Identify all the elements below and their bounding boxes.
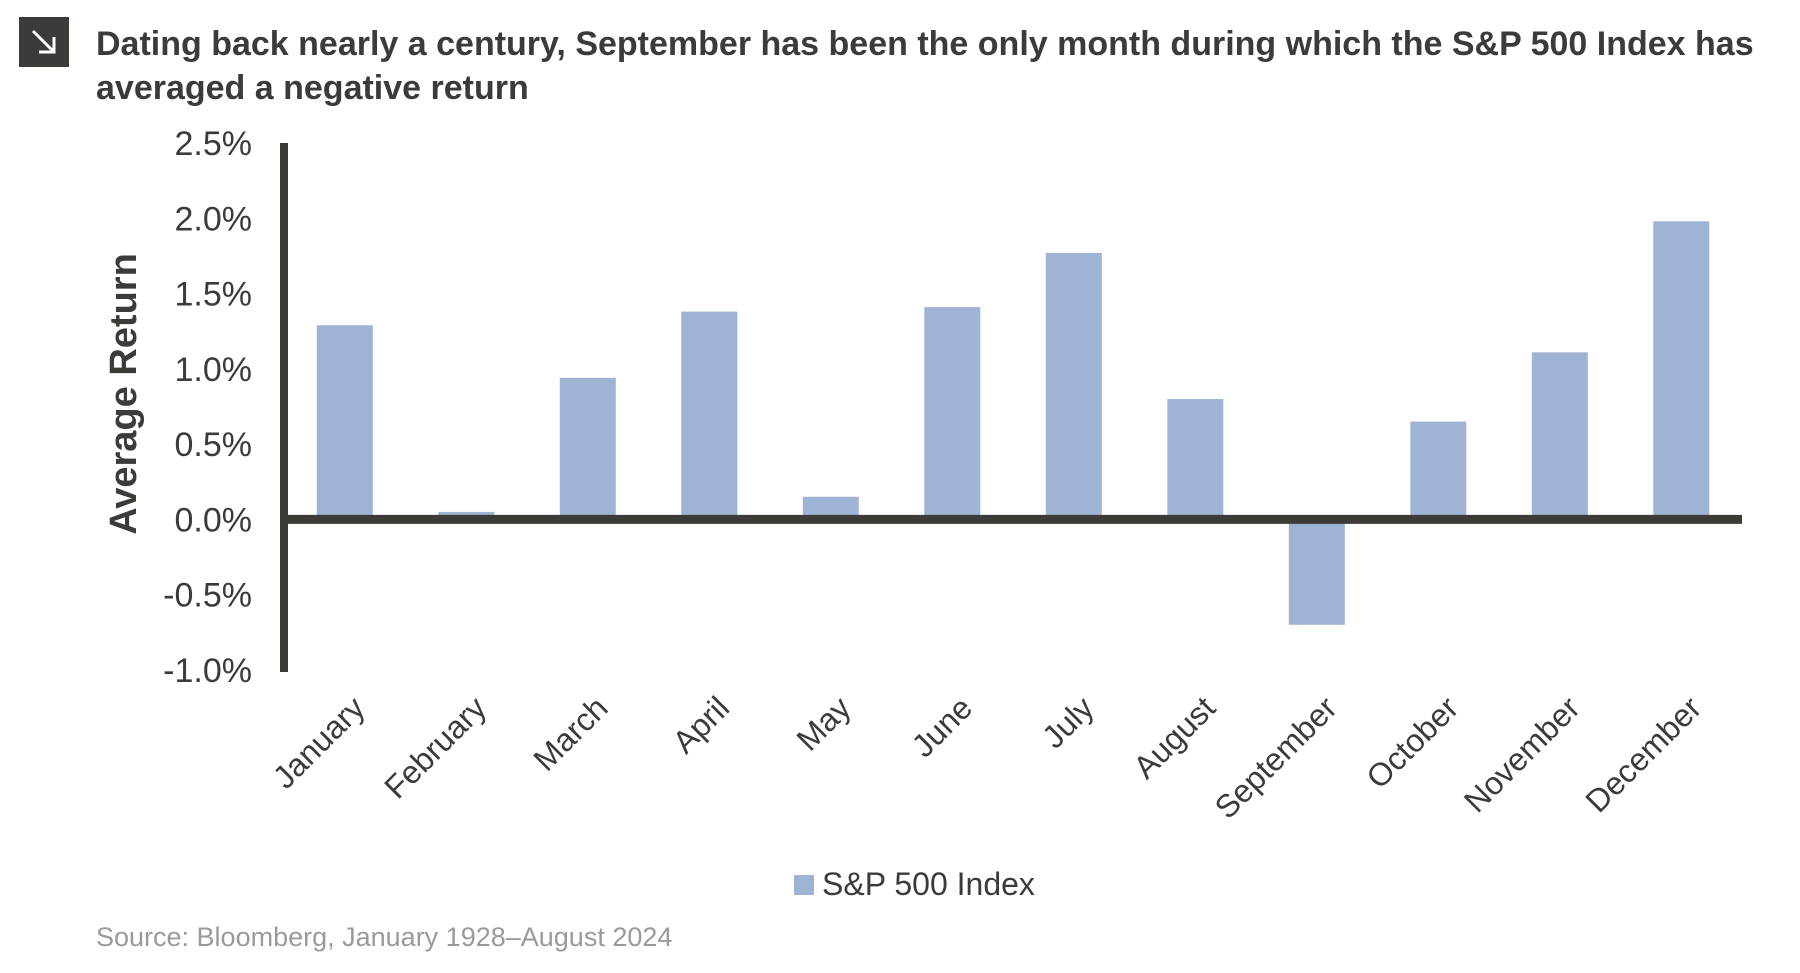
x-tick-label: February xyxy=(377,689,493,805)
arrow-down-right-icon xyxy=(19,17,69,67)
y-tick-label: 2.5% xyxy=(175,125,253,163)
bar-december xyxy=(1653,221,1710,520)
y-tick-label: 1.0% xyxy=(175,351,253,389)
y-tick-label: -1.0% xyxy=(163,652,252,690)
bar-may xyxy=(802,496,859,520)
x-tick-label: June xyxy=(905,689,980,764)
bar-july xyxy=(1045,252,1102,520)
x-tick-label: November xyxy=(1457,689,1587,819)
bar-june xyxy=(924,307,981,520)
x-tick-label: September xyxy=(1208,689,1344,825)
bar-september xyxy=(1288,519,1345,625)
y-tick-label: -0.5% xyxy=(163,577,252,615)
y-axis-title: Average Return xyxy=(103,253,145,535)
x-tick-label: October xyxy=(1359,689,1465,795)
bar-november xyxy=(1531,352,1588,520)
x-tick-label: August xyxy=(1126,689,1222,785)
bar-april xyxy=(681,311,738,520)
x-tick-label: May xyxy=(789,689,857,757)
source-note: Source: Bloomberg, January 1928–August 2… xyxy=(96,922,673,952)
x-tick-label: January xyxy=(266,689,372,795)
y-tick-label: 2.0% xyxy=(175,200,253,238)
bar-march xyxy=(559,377,616,520)
x-tick-label: July xyxy=(1035,689,1101,755)
legend-swatch xyxy=(794,875,814,895)
y-tick-label: 0.5% xyxy=(175,426,253,464)
x-tick-label: March xyxy=(526,689,614,777)
bar-january xyxy=(316,325,373,520)
x-tick-label: April xyxy=(665,689,736,760)
y-tick-label: 1.5% xyxy=(175,276,253,314)
bar-august xyxy=(1167,399,1224,520)
bar-october xyxy=(1410,421,1467,520)
x-tick-label: December xyxy=(1578,689,1708,819)
chart-title: Dating back nearly a century, September … xyxy=(96,25,1754,107)
legend-label: S&P 500 Index xyxy=(822,866,1035,902)
y-tick-label: 0.0% xyxy=(175,501,253,539)
